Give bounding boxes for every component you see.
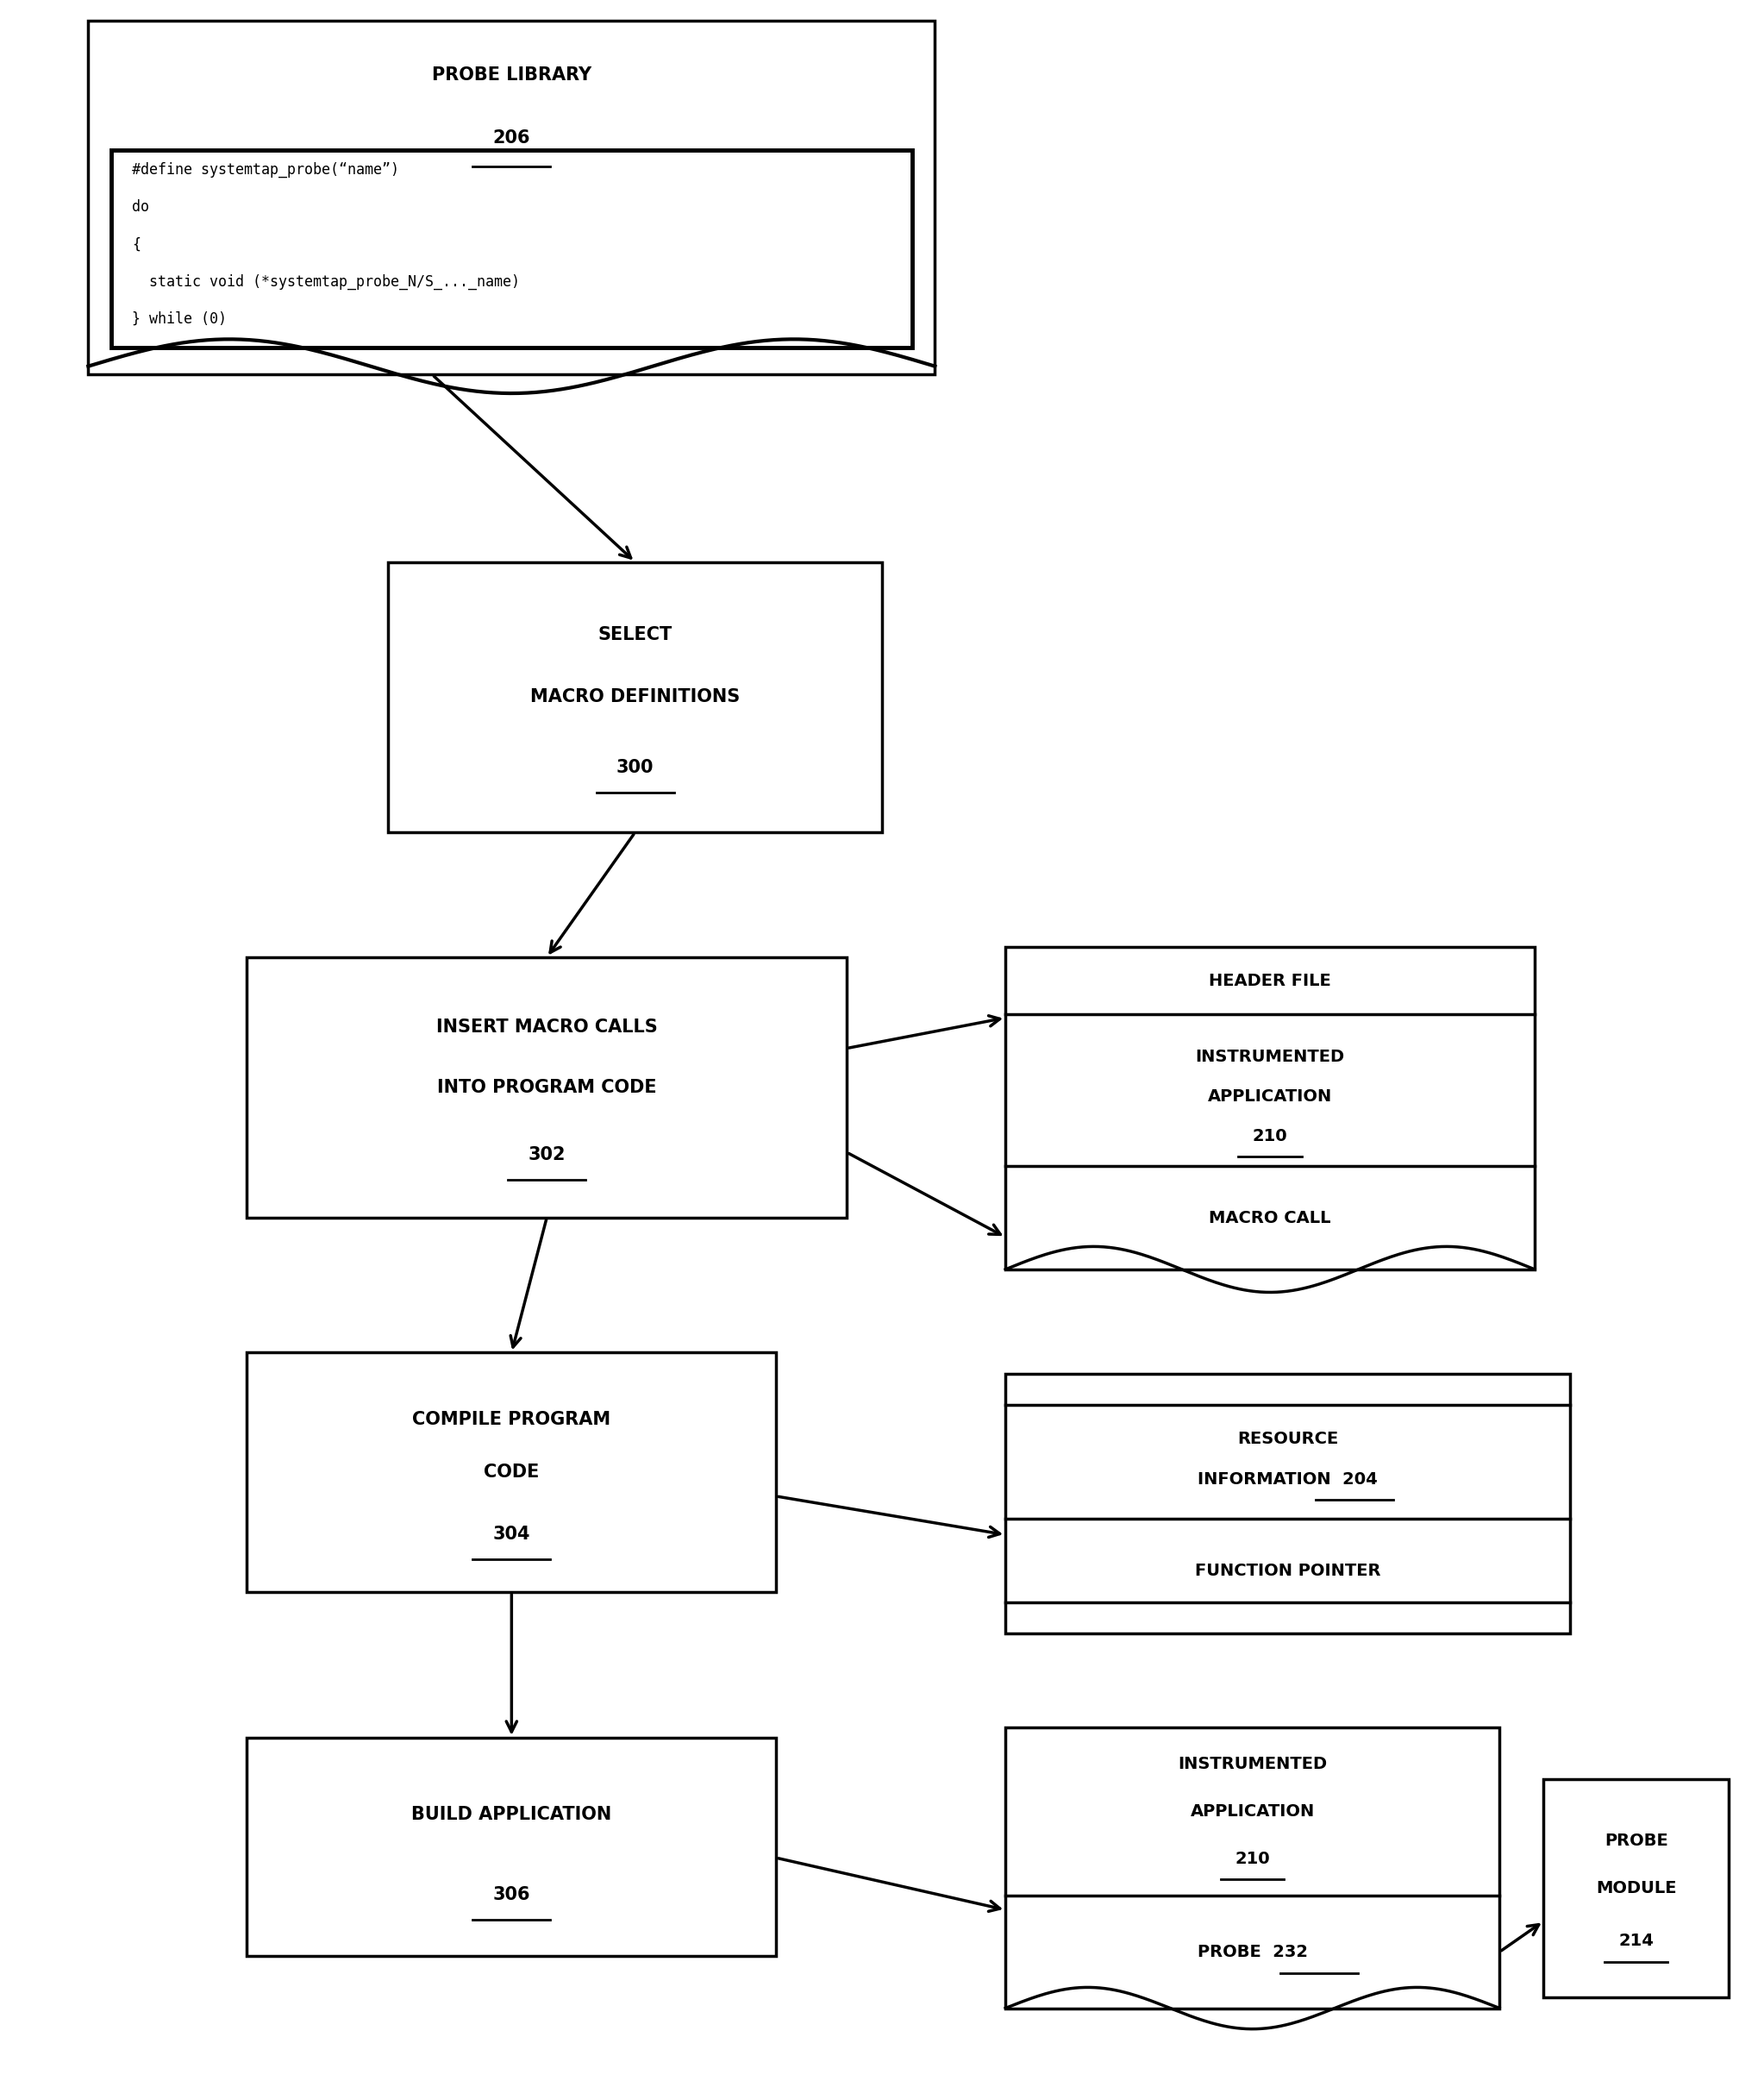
Text: APPLICATION: APPLICATION — [1208, 1088, 1332, 1105]
Text: INSTRUMENTED: INSTRUMENTED — [1178, 1756, 1327, 1773]
Text: #define systemtap_probe(“name”): #define systemtap_probe(“name”) — [132, 162, 400, 179]
Text: FUNCTION POINTER: FUNCTION POINTER — [1194, 1563, 1381, 1579]
Text: BUILD APPLICATION: BUILD APPLICATION — [411, 1806, 612, 1823]
Text: do: do — [132, 200, 150, 214]
Bar — [1005, 1373, 1570, 1634]
Text: INFORMATION  204: INFORMATION 204 — [1198, 1471, 1378, 1488]
Bar — [247, 957, 847, 1217]
Bar — [1005, 947, 1535, 1269]
Bar — [1544, 1779, 1729, 1998]
Text: 206: 206 — [492, 129, 531, 146]
Bar — [111, 150, 912, 348]
Text: MODULE: MODULE — [1596, 1881, 1676, 1896]
Text: 304: 304 — [492, 1525, 531, 1544]
Text: MACRO CALL: MACRO CALL — [1208, 1209, 1332, 1226]
Text: 302: 302 — [527, 1147, 566, 1163]
Bar — [247, 1353, 776, 1592]
Text: INTO PROGRAM CODE: INTO PROGRAM CODE — [437, 1078, 656, 1097]
Bar — [1005, 1727, 1499, 2008]
Text: INSERT MACRO CALLS: INSERT MACRO CALLS — [436, 1020, 658, 1036]
Bar — [88, 21, 935, 375]
Text: APPLICATION: APPLICATION — [1191, 1804, 1314, 1819]
Text: PROBE: PROBE — [1603, 1831, 1669, 1848]
Text: CODE: CODE — [483, 1463, 540, 1482]
Text: PROBE LIBRARY: PROBE LIBRARY — [432, 67, 591, 83]
Text: {: { — [132, 237, 141, 252]
Text: 210: 210 — [1252, 1128, 1288, 1145]
Text: RESOURCE: RESOURCE — [1237, 1432, 1339, 1446]
Text: PROBE  232: PROBE 232 — [1198, 1944, 1307, 1960]
Bar — [247, 1738, 776, 1956]
Text: SELECT: SELECT — [598, 626, 672, 643]
Text: HEADER FILE: HEADER FILE — [1208, 972, 1332, 988]
Text: MACRO DEFINITIONS: MACRO DEFINITIONS — [531, 689, 739, 705]
Text: 214: 214 — [1619, 1933, 1653, 1950]
Text: 306: 306 — [492, 1885, 531, 1904]
Text: COMPILE PROGRAM: COMPILE PROGRAM — [413, 1411, 610, 1428]
Text: INSTRUMENTED: INSTRUMENTED — [1196, 1049, 1344, 1065]
Text: } while (0): } while (0) — [132, 312, 228, 327]
Text: 300: 300 — [616, 760, 654, 776]
Text: static void (*systemtap_probe_N/S_..._name): static void (*systemtap_probe_N/S_..._na… — [132, 275, 520, 289]
Bar — [388, 562, 882, 832]
Text: 210: 210 — [1235, 1850, 1270, 1867]
